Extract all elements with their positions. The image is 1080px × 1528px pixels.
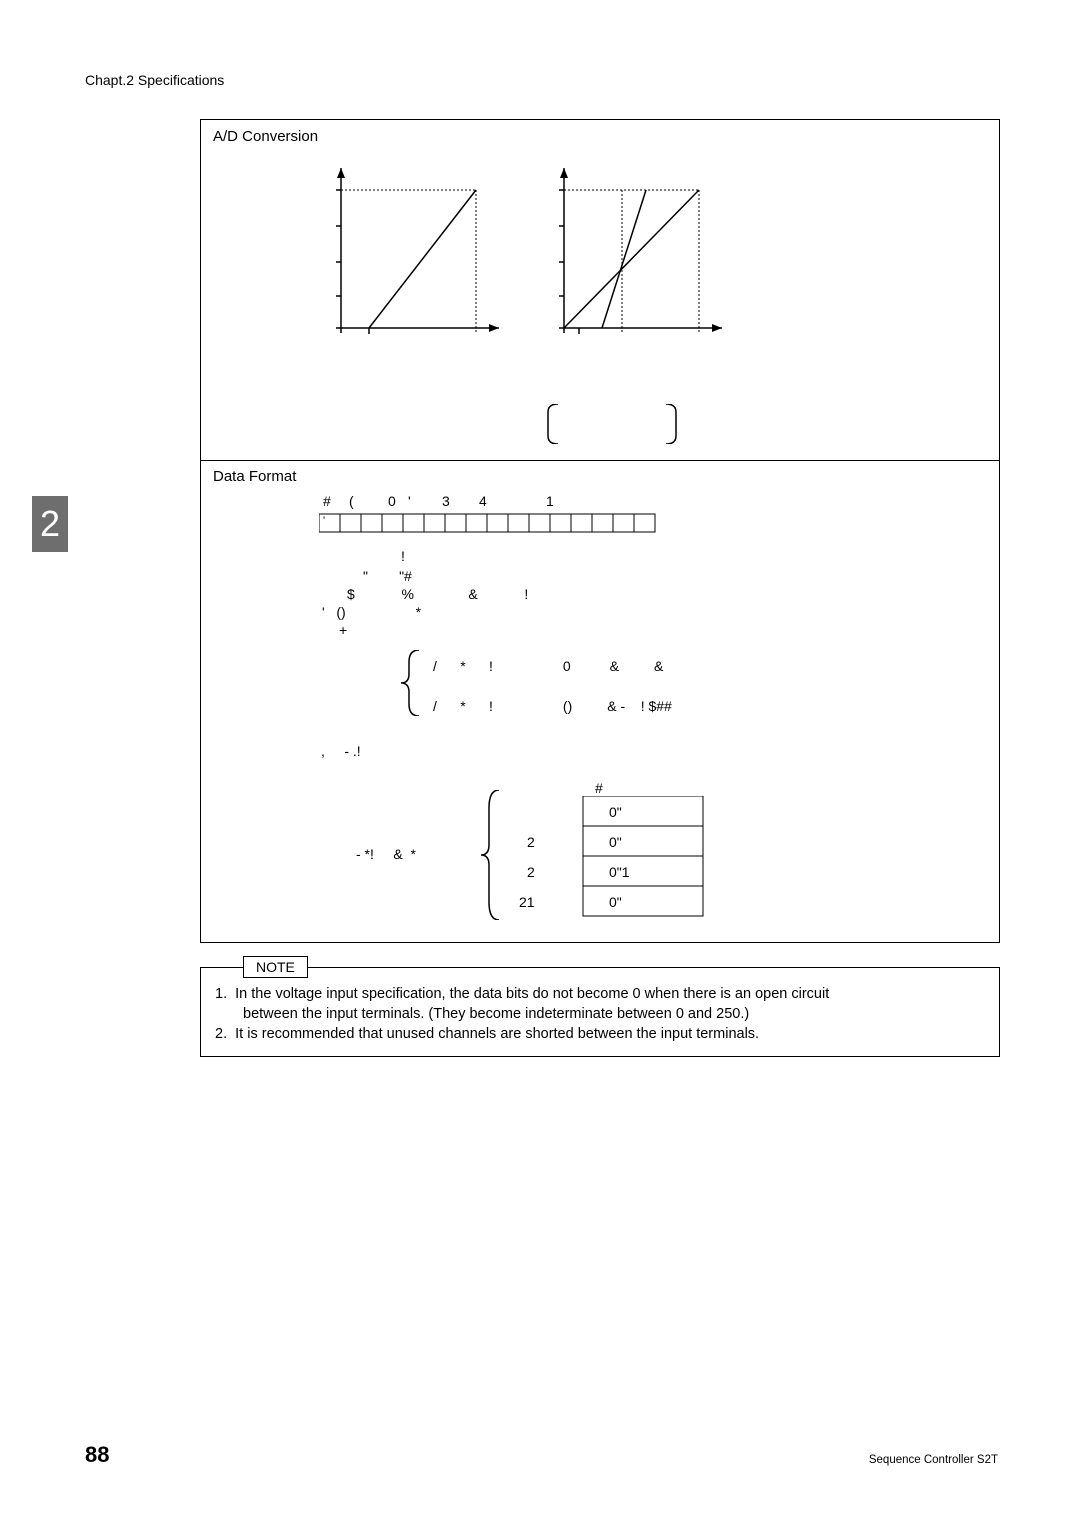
page-number: 88 (85, 1442, 109, 1468)
bracket-pair (546, 404, 681, 444)
tbl-r1c0: 2 (527, 834, 535, 850)
bitrow2-0: ' (323, 515, 325, 527)
tbl-r2c0: 2 (527, 864, 535, 880)
section-data-format: Data Format (213, 468, 296, 485)
note-item-2: 2. It is recommended that unused channel… (215, 1024, 759, 1044)
tbl-r3c1: 0" (609, 894, 622, 910)
mini-table (509, 796, 705, 918)
bitlabel-4: 3 (442, 493, 450, 509)
page-header: Chapt.2 Specifications (85, 72, 224, 88)
table-left-label: - *! & * (356, 846, 416, 862)
bitlabel-3: ' (408, 493, 411, 509)
chart-left (331, 168, 506, 346)
tbl-r3c0: 21 (519, 894, 535, 910)
chart-right (554, 168, 729, 346)
footer-text: Sequence Controller S2T (869, 1454, 998, 1466)
bitlabel-0: # (323, 493, 331, 509)
note-box: NOTE 1. In the voltage input specificati… (200, 967, 1000, 1057)
curly-brace-icon (401, 650, 425, 716)
bitlabel-2: 0 (388, 493, 396, 509)
brace-row-1: / * ! () & - ! $## (433, 698, 672, 714)
curly-brace-large-icon (481, 790, 505, 920)
section-ad-conversion: A/D Conversion (213, 128, 318, 145)
tbl-r0c1: 0" (609, 804, 622, 820)
bitlabel-1: ( (349, 493, 354, 509)
chapter-tab: 2 (32, 496, 68, 552)
bitlabel-7: 1 (546, 493, 554, 509)
spec-box: A/D Conversion (200, 119, 1000, 943)
section-divider (201, 460, 999, 461)
page: Chapt.2 Specifications 2 A/D Conversion (0, 0, 1080, 1528)
table-header: # (595, 780, 603, 796)
tbl-r2c1: 0"1 (609, 864, 630, 880)
bit-table (319, 500, 659, 540)
mid-l1: ! (401, 548, 405, 564)
mid-l5: + (339, 622, 347, 638)
bitlabel-5: 4 (479, 493, 487, 509)
note-badge: NOTE (243, 956, 308, 978)
mid-l3: $ % & ! (347, 586, 528, 602)
brace-row-0: / * ! 0 & & (433, 658, 663, 674)
mid-l4: ' () * (322, 604, 421, 620)
note-item-1: 1. In the voltage input specification, t… (215, 984, 829, 1024)
tbl-r1c1: 0" (609, 834, 622, 850)
low-sym: , - .! (321, 743, 361, 759)
mid-l2: " "# (363, 568, 412, 584)
